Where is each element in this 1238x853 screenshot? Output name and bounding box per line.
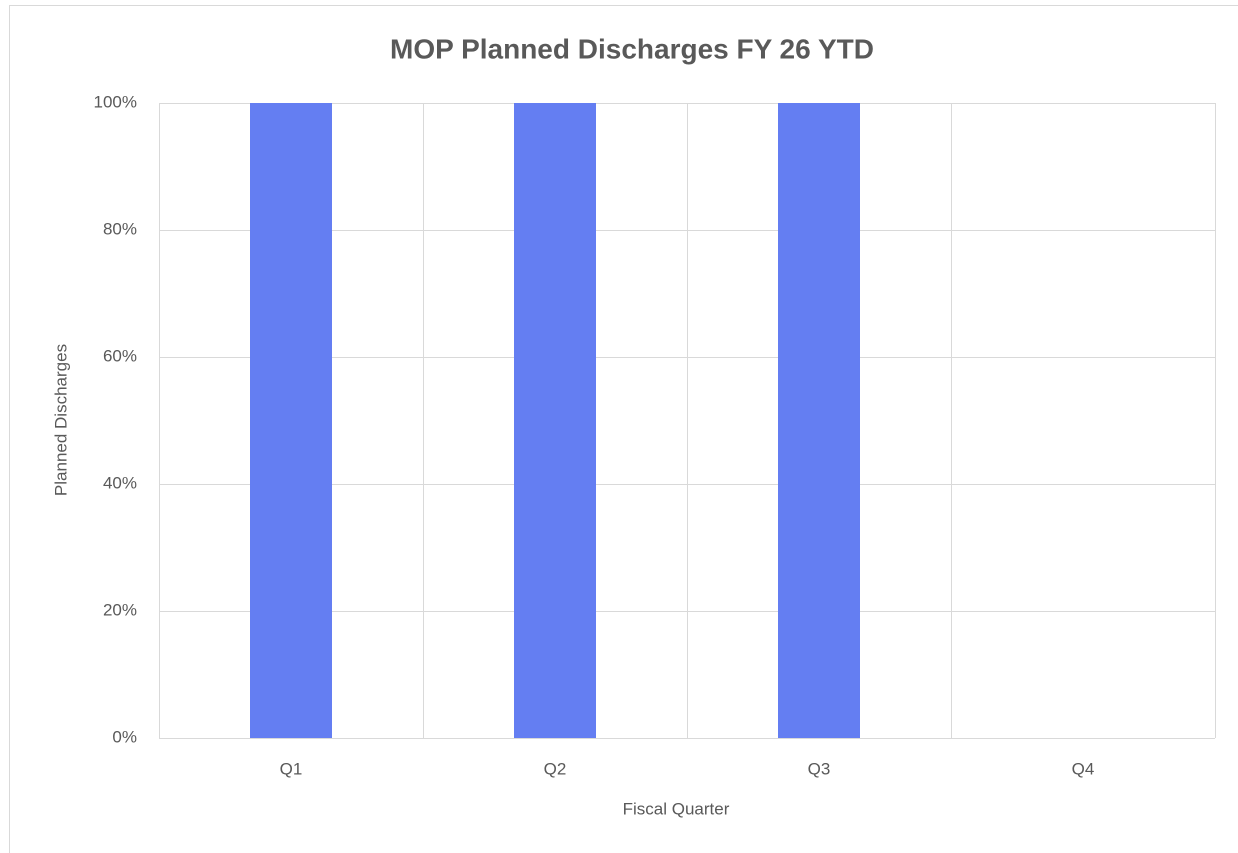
bar bbox=[250, 103, 332, 738]
y-tick-label: 20% bbox=[103, 600, 137, 619]
x-axis-label: Fiscal Quarter bbox=[623, 799, 730, 818]
bar bbox=[778, 103, 860, 738]
y-axis-label: Planned Discharges bbox=[51, 344, 70, 496]
x-tick-label: Q1 bbox=[280, 759, 303, 778]
x-tick-label: Q3 bbox=[808, 759, 831, 778]
y-tick-label: 40% bbox=[103, 473, 137, 492]
y-tick-label: 80% bbox=[103, 219, 137, 238]
y-tick-label: 100% bbox=[94, 92, 137, 111]
x-tick-label: Q4 bbox=[1072, 759, 1095, 778]
y-tick-label: 60% bbox=[103, 346, 137, 365]
y-tick-label: 0% bbox=[112, 727, 137, 746]
chart-border bbox=[9, 5, 1238, 853]
x-tick-label: Q2 bbox=[544, 759, 567, 778]
bar bbox=[514, 103, 596, 738]
chart-title: MOP Planned Discharges FY 26 YTD bbox=[390, 33, 874, 64]
